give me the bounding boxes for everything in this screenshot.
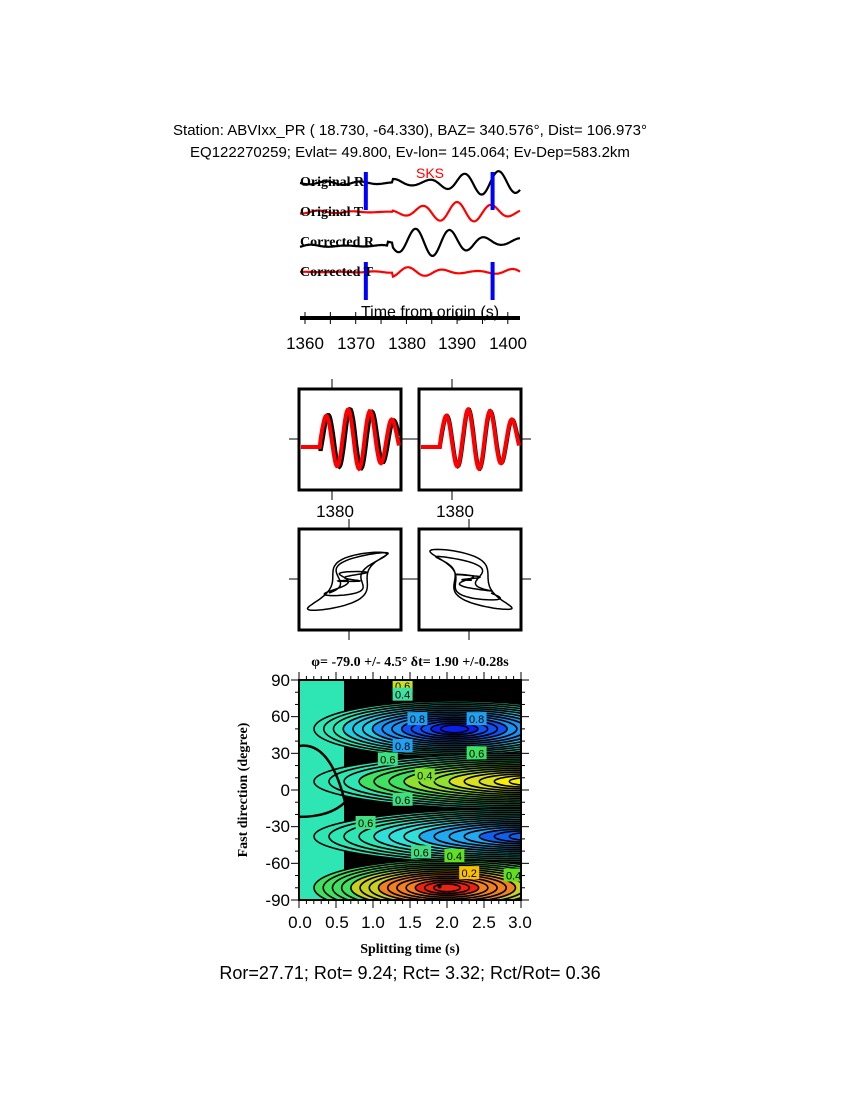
contour-map: 0.60.40.8 0.80.80.60.60.40.60.60.6 0.40.2 0…: [299, 680, 521, 900]
x-tick-label: 0.5: [325, 913, 349, 932]
y-tick-label: 60: [271, 707, 290, 726]
y-tick-label: -60: [265, 854, 290, 873]
time-tick-label: 1380: [388, 334, 426, 353]
contour-label-box: [392, 687, 413, 701]
contour-label: 0.4: [395, 690, 410, 702]
trace-label-corrected-t: Corrected T: [300, 265, 374, 280]
seismogram-trace: [299, 170, 521, 196]
contour-label: 0.6: [380, 754, 395, 766]
contour-label: 0.6: [469, 748, 484, 760]
contour-line: [432, 883, 462, 893]
seismogram-trace: [299, 227, 520, 257]
contour-line: [508, 777, 521, 786]
seismogram-trace: [300, 266, 521, 279]
y-tick-label: -30: [265, 817, 290, 836]
contour-label-box: [503, 868, 521, 882]
contour-label-box: [466, 746, 487, 760]
waveform-trace: [421, 406, 521, 472]
y-tick-label: 0: [281, 781, 290, 800]
contour-label-box: [407, 712, 428, 726]
trace-label-corrected-r: Corrected R: [300, 235, 375, 250]
y-axis-label: Fast direction (degree): [236, 722, 251, 857]
trace-label-original-t: Original T: [300, 205, 364, 220]
best-fit-marker: [437, 884, 442, 889]
waveform-trace: [301, 406, 401, 472]
x-tick-label: 1.0: [361, 913, 385, 932]
contour-label: 0.4: [447, 851, 462, 863]
panel-frame-corrected-waveforms: [417, 387, 523, 492]
x-tick-label: 2.0: [435, 913, 459, 932]
y-tick-label: -90: [265, 891, 290, 910]
contour-label-box: [444, 849, 465, 862]
contour-label: 0.2: [462, 868, 477, 880]
y-tick-label: 30: [271, 744, 290, 763]
contour-label-box: [392, 792, 413, 806]
contour-label: 0.4: [417, 770, 432, 782]
contour-line: [299, 744, 347, 819]
panel-tick-label: 1380: [436, 502, 474, 521]
contour-label: 0.6: [413, 847, 428, 859]
time-tick-label: 1390: [438, 334, 476, 353]
footer-ratios: Ror=27.71; Rot= 9.24; Rct= 3.32; Rct/Rot…: [219, 963, 600, 983]
x-tick-label: 3.0: [508, 913, 532, 932]
contour-label-box: [466, 712, 487, 726]
contour-label: 0.8: [469, 714, 484, 726]
contour-label: 0.8: [395, 741, 410, 753]
header-line-2: EQ122270259; Evlat= 49.800, Ev-lon= 145.…: [190, 144, 630, 161]
contour-label-box: [392, 739, 413, 752]
panel-tick-label: 1380: [316, 502, 354, 521]
contour-line: [439, 724, 469, 734]
contour-label: 0.6: [395, 795, 410, 807]
contour-axes: [291, 672, 529, 908]
contour-label: 0.8: [410, 714, 425, 726]
x-tick-label: 0.0: [288, 913, 312, 932]
particle-motion-path: [306, 551, 389, 611]
contour-line: [508, 832, 521, 841]
waveform-panel: [299, 170, 521, 324]
contour-line: [493, 775, 521, 788]
phase-label: SKS: [416, 165, 444, 181]
x-tick-label: 2.5: [472, 913, 496, 932]
contour-line: [493, 830, 521, 843]
contour-title: φ= -79.0 +/- 4.5° δt= 1.90 +/-0.28s: [311, 655, 509, 670]
x-axis-label: Splitting time (s): [360, 942, 460, 957]
contour-label-box: [355, 816, 376, 829]
time-tick-label: 1370: [337, 334, 375, 353]
comparison-panels: [289, 379, 531, 640]
contour-label-box: [459, 866, 480, 880]
time-tick-label: 1360: [286, 334, 324, 353]
contour-label: 0.4: [506, 871, 521, 883]
contour-label: 0.6: [358, 818, 373, 830]
particle-motion-path: [429, 548, 513, 611]
x-tick-label: 1.5: [398, 913, 422, 932]
seismogram-trace: [299, 200, 521, 223]
time-axis-label: Time from origin (s): [361, 304, 499, 321]
contour-label-box: [411, 845, 432, 859]
header-line-1: Station: ABVIxx_PR ( 18.730, -64.330), B…: [173, 122, 647, 139]
y-tick-label: 90: [271, 671, 290, 690]
contour-label-box: [414, 768, 435, 782]
time-tick-label: 1400: [489, 334, 527, 353]
contour-label-box: [377, 752, 398, 766]
trace-label-original-r: Original R: [300, 175, 365, 190]
